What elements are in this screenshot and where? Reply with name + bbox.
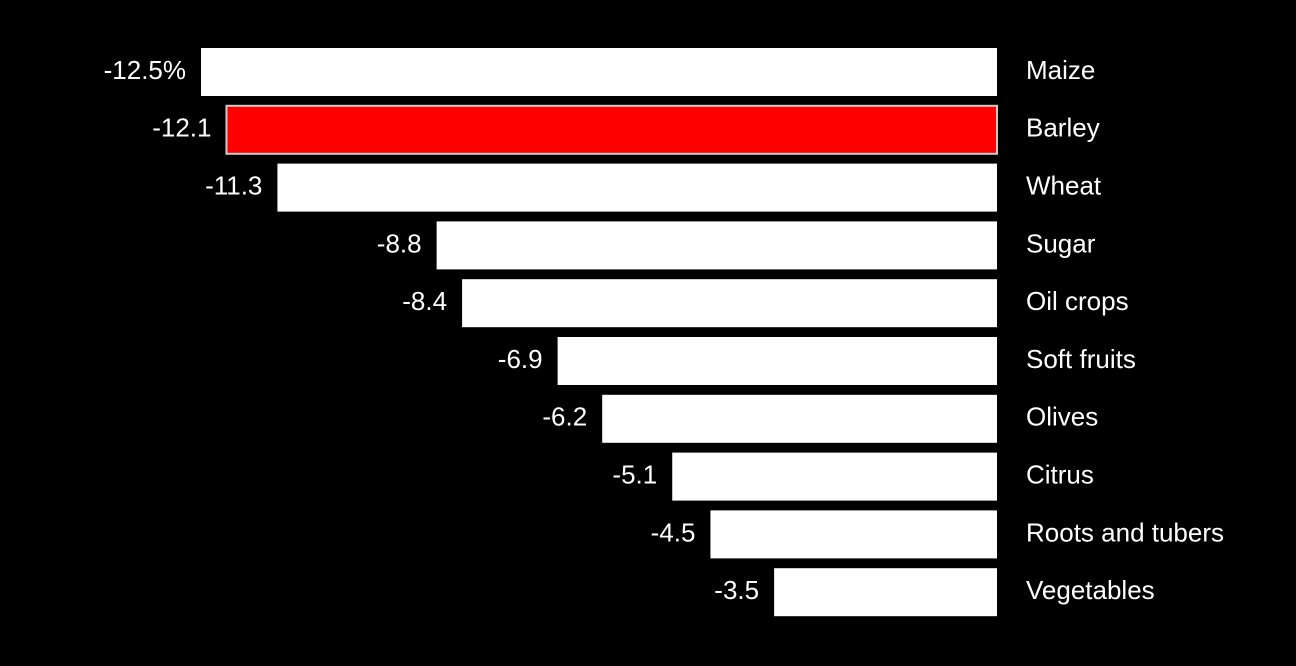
bar [710, 510, 997, 559]
value-label: -12.1 [152, 113, 211, 143]
category-label: Vegetables [1026, 575, 1155, 605]
bar [557, 337, 997, 385]
category-label: Soft fruits [1026, 344, 1136, 374]
value-label: -6.2 [542, 402, 587, 432]
category-label: Wheat [1026, 170, 1102, 200]
category-label: Sugar [1026, 228, 1096, 258]
value-label: -4.5 [651, 517, 696, 547]
bar [277, 163, 997, 212]
value-label: -6.9 [498, 344, 543, 374]
value-label: -5.1 [612, 459, 657, 489]
bar [602, 394, 997, 443]
value-label: -8.8 [377, 228, 422, 258]
bar [672, 452, 997, 501]
category-label: Olives [1026, 402, 1098, 432]
value-label: -11.3 [205, 170, 262, 200]
bar [436, 221, 998, 270]
category-label: Maize [1026, 55, 1095, 85]
bar [774, 568, 997, 617]
bar [225, 104, 999, 155]
category-label: Citrus [1026, 459, 1094, 489]
category-label: Roots and tubers [1026, 517, 1224, 547]
bar [201, 48, 997, 96]
category-label: Barley [1026, 113, 1100, 143]
bar [462, 279, 997, 328]
value-label: -12.5% [104, 55, 186, 85]
category-label: Oil crops [1026, 286, 1129, 316]
value-label: -8.4 [402, 286, 447, 316]
value-label: -3.5 [714, 575, 759, 605]
